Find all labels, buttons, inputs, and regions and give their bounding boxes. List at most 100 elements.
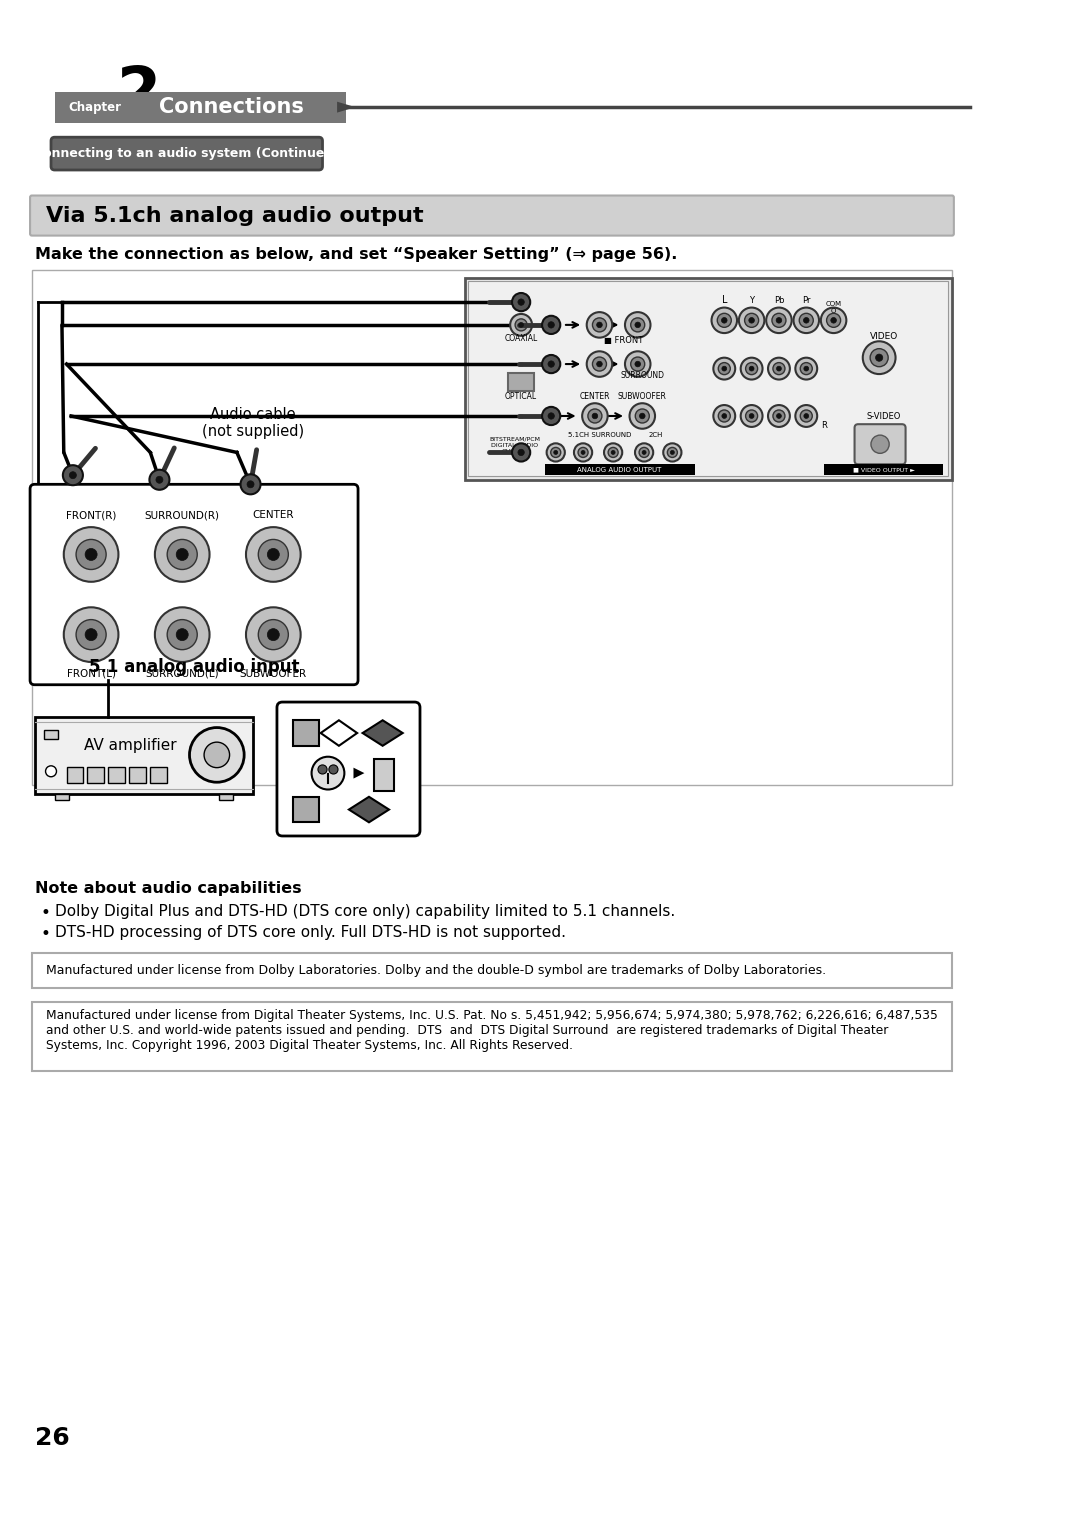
Circle shape — [870, 348, 888, 366]
FancyBboxPatch shape — [55, 92, 347, 122]
Text: Connecting to an audio system (Continued): Connecting to an audio system (Continued… — [35, 147, 339, 160]
Circle shape — [593, 318, 607, 331]
Text: 26: 26 — [35, 1426, 69, 1451]
Circle shape — [741, 405, 762, 428]
Circle shape — [831, 318, 836, 324]
Text: Dolby Digital Plus and DTS-HD (DTS core only) capability limited to 5.1 channels: Dolby Digital Plus and DTS-HD (DTS core … — [55, 904, 675, 919]
Circle shape — [578, 447, 589, 458]
Circle shape — [542, 316, 561, 334]
Circle shape — [799, 313, 813, 327]
Text: 5.1CH SURROUND: 5.1CH SURROUND — [568, 432, 631, 438]
FancyBboxPatch shape — [294, 721, 319, 745]
Text: S-VIDEO: S-VIDEO — [866, 412, 901, 421]
Text: Via 5.1ch analog audio output: Via 5.1ch analog audio output — [45, 206, 423, 226]
Circle shape — [744, 313, 758, 327]
Circle shape — [714, 357, 735, 380]
Text: SURROUND(L): SURROUND(L) — [146, 669, 219, 680]
Text: R: R — [822, 421, 827, 429]
Circle shape — [718, 362, 730, 374]
Circle shape — [804, 414, 809, 418]
Circle shape — [639, 447, 649, 458]
Text: Manufactured under license from Digital Theater Systems, Inc. U.S. Pat. No s. 5,: Manufactured under license from Digital … — [45, 1009, 937, 1052]
FancyBboxPatch shape — [544, 464, 696, 475]
Text: SUBWOOFER: SUBWOOFER — [618, 391, 666, 400]
FancyBboxPatch shape — [55, 794, 69, 800]
Circle shape — [246, 608, 300, 663]
Circle shape — [804, 318, 809, 324]
Circle shape — [267, 629, 280, 641]
Circle shape — [548, 360, 554, 368]
Text: Pb: Pb — [773, 296, 784, 305]
Circle shape — [631, 318, 645, 331]
Text: ANALOG AUDIO OUTPUT: ANALOG AUDIO OUTPUT — [578, 467, 662, 473]
Circle shape — [714, 405, 735, 428]
Circle shape — [631, 357, 645, 371]
Circle shape — [592, 414, 597, 418]
Circle shape — [635, 362, 640, 366]
Text: •: • — [41, 925, 51, 944]
Circle shape — [745, 409, 758, 421]
Circle shape — [596, 322, 603, 328]
Circle shape — [542, 354, 561, 373]
Circle shape — [593, 357, 607, 371]
Circle shape — [69, 472, 77, 478]
FancyBboxPatch shape — [150, 767, 166, 783]
Text: COAXIAL: COAXIAL — [504, 334, 538, 344]
Circle shape — [663, 443, 681, 461]
Circle shape — [518, 322, 524, 327]
FancyBboxPatch shape — [51, 137, 323, 169]
Circle shape — [149, 470, 170, 490]
Circle shape — [510, 315, 532, 336]
Circle shape — [258, 539, 288, 570]
Circle shape — [329, 765, 338, 774]
Circle shape — [554, 450, 557, 455]
Circle shape — [604, 443, 622, 461]
Circle shape — [258, 620, 288, 649]
Polygon shape — [337, 102, 355, 113]
Circle shape — [85, 629, 97, 641]
Circle shape — [876, 354, 882, 362]
Polygon shape — [349, 797, 389, 823]
Circle shape — [750, 366, 754, 371]
Text: CENTER: CENTER — [253, 510, 294, 521]
Circle shape — [821, 307, 847, 333]
Text: Chapter: Chapter — [68, 101, 121, 113]
Text: Manufactured under license from Dolby Laboratories. Dolby and the double-D symbo: Manufactured under license from Dolby La… — [45, 965, 826, 977]
FancyBboxPatch shape — [35, 716, 254, 794]
Circle shape — [643, 450, 646, 455]
Circle shape — [518, 449, 524, 455]
Text: Pr: Pr — [802, 296, 810, 305]
Circle shape — [64, 527, 119, 582]
Text: FRONT(R): FRONT(R) — [66, 510, 117, 521]
FancyBboxPatch shape — [108, 767, 125, 783]
Circle shape — [745, 362, 758, 374]
Text: SUBWOOFER: SUBWOOFER — [240, 669, 307, 680]
Text: Make the connection as below, and set “Speaker Setting” (⇒ page 56).: Make the connection as below, and set “S… — [35, 247, 677, 263]
Text: Audio cable
(not supplied): Audio cable (not supplied) — [202, 408, 305, 440]
Circle shape — [739, 307, 765, 333]
Text: BITSTREAM/PCM
DIGITAL AUDIO
OUTPUT: BITSTREAM/PCM DIGITAL AUDIO OUTPUT — [489, 437, 540, 454]
Circle shape — [247, 481, 254, 487]
Polygon shape — [363, 721, 403, 745]
Circle shape — [777, 414, 781, 418]
Circle shape — [546, 443, 565, 461]
Circle shape — [154, 608, 210, 663]
Circle shape — [588, 409, 602, 423]
Circle shape — [156, 476, 163, 483]
FancyBboxPatch shape — [30, 484, 359, 684]
FancyBboxPatch shape — [67, 767, 83, 783]
FancyBboxPatch shape — [824, 464, 943, 475]
FancyBboxPatch shape — [87, 767, 104, 783]
Circle shape — [826, 313, 840, 327]
Circle shape — [548, 322, 554, 328]
FancyBboxPatch shape — [509, 373, 534, 391]
Circle shape — [794, 307, 819, 333]
Circle shape — [581, 450, 585, 455]
Circle shape — [63, 466, 83, 486]
Text: L: L — [721, 295, 727, 305]
Circle shape — [766, 307, 792, 333]
Circle shape — [318, 765, 327, 774]
Circle shape — [772, 313, 786, 327]
FancyBboxPatch shape — [276, 702, 420, 835]
Circle shape — [267, 548, 280, 560]
